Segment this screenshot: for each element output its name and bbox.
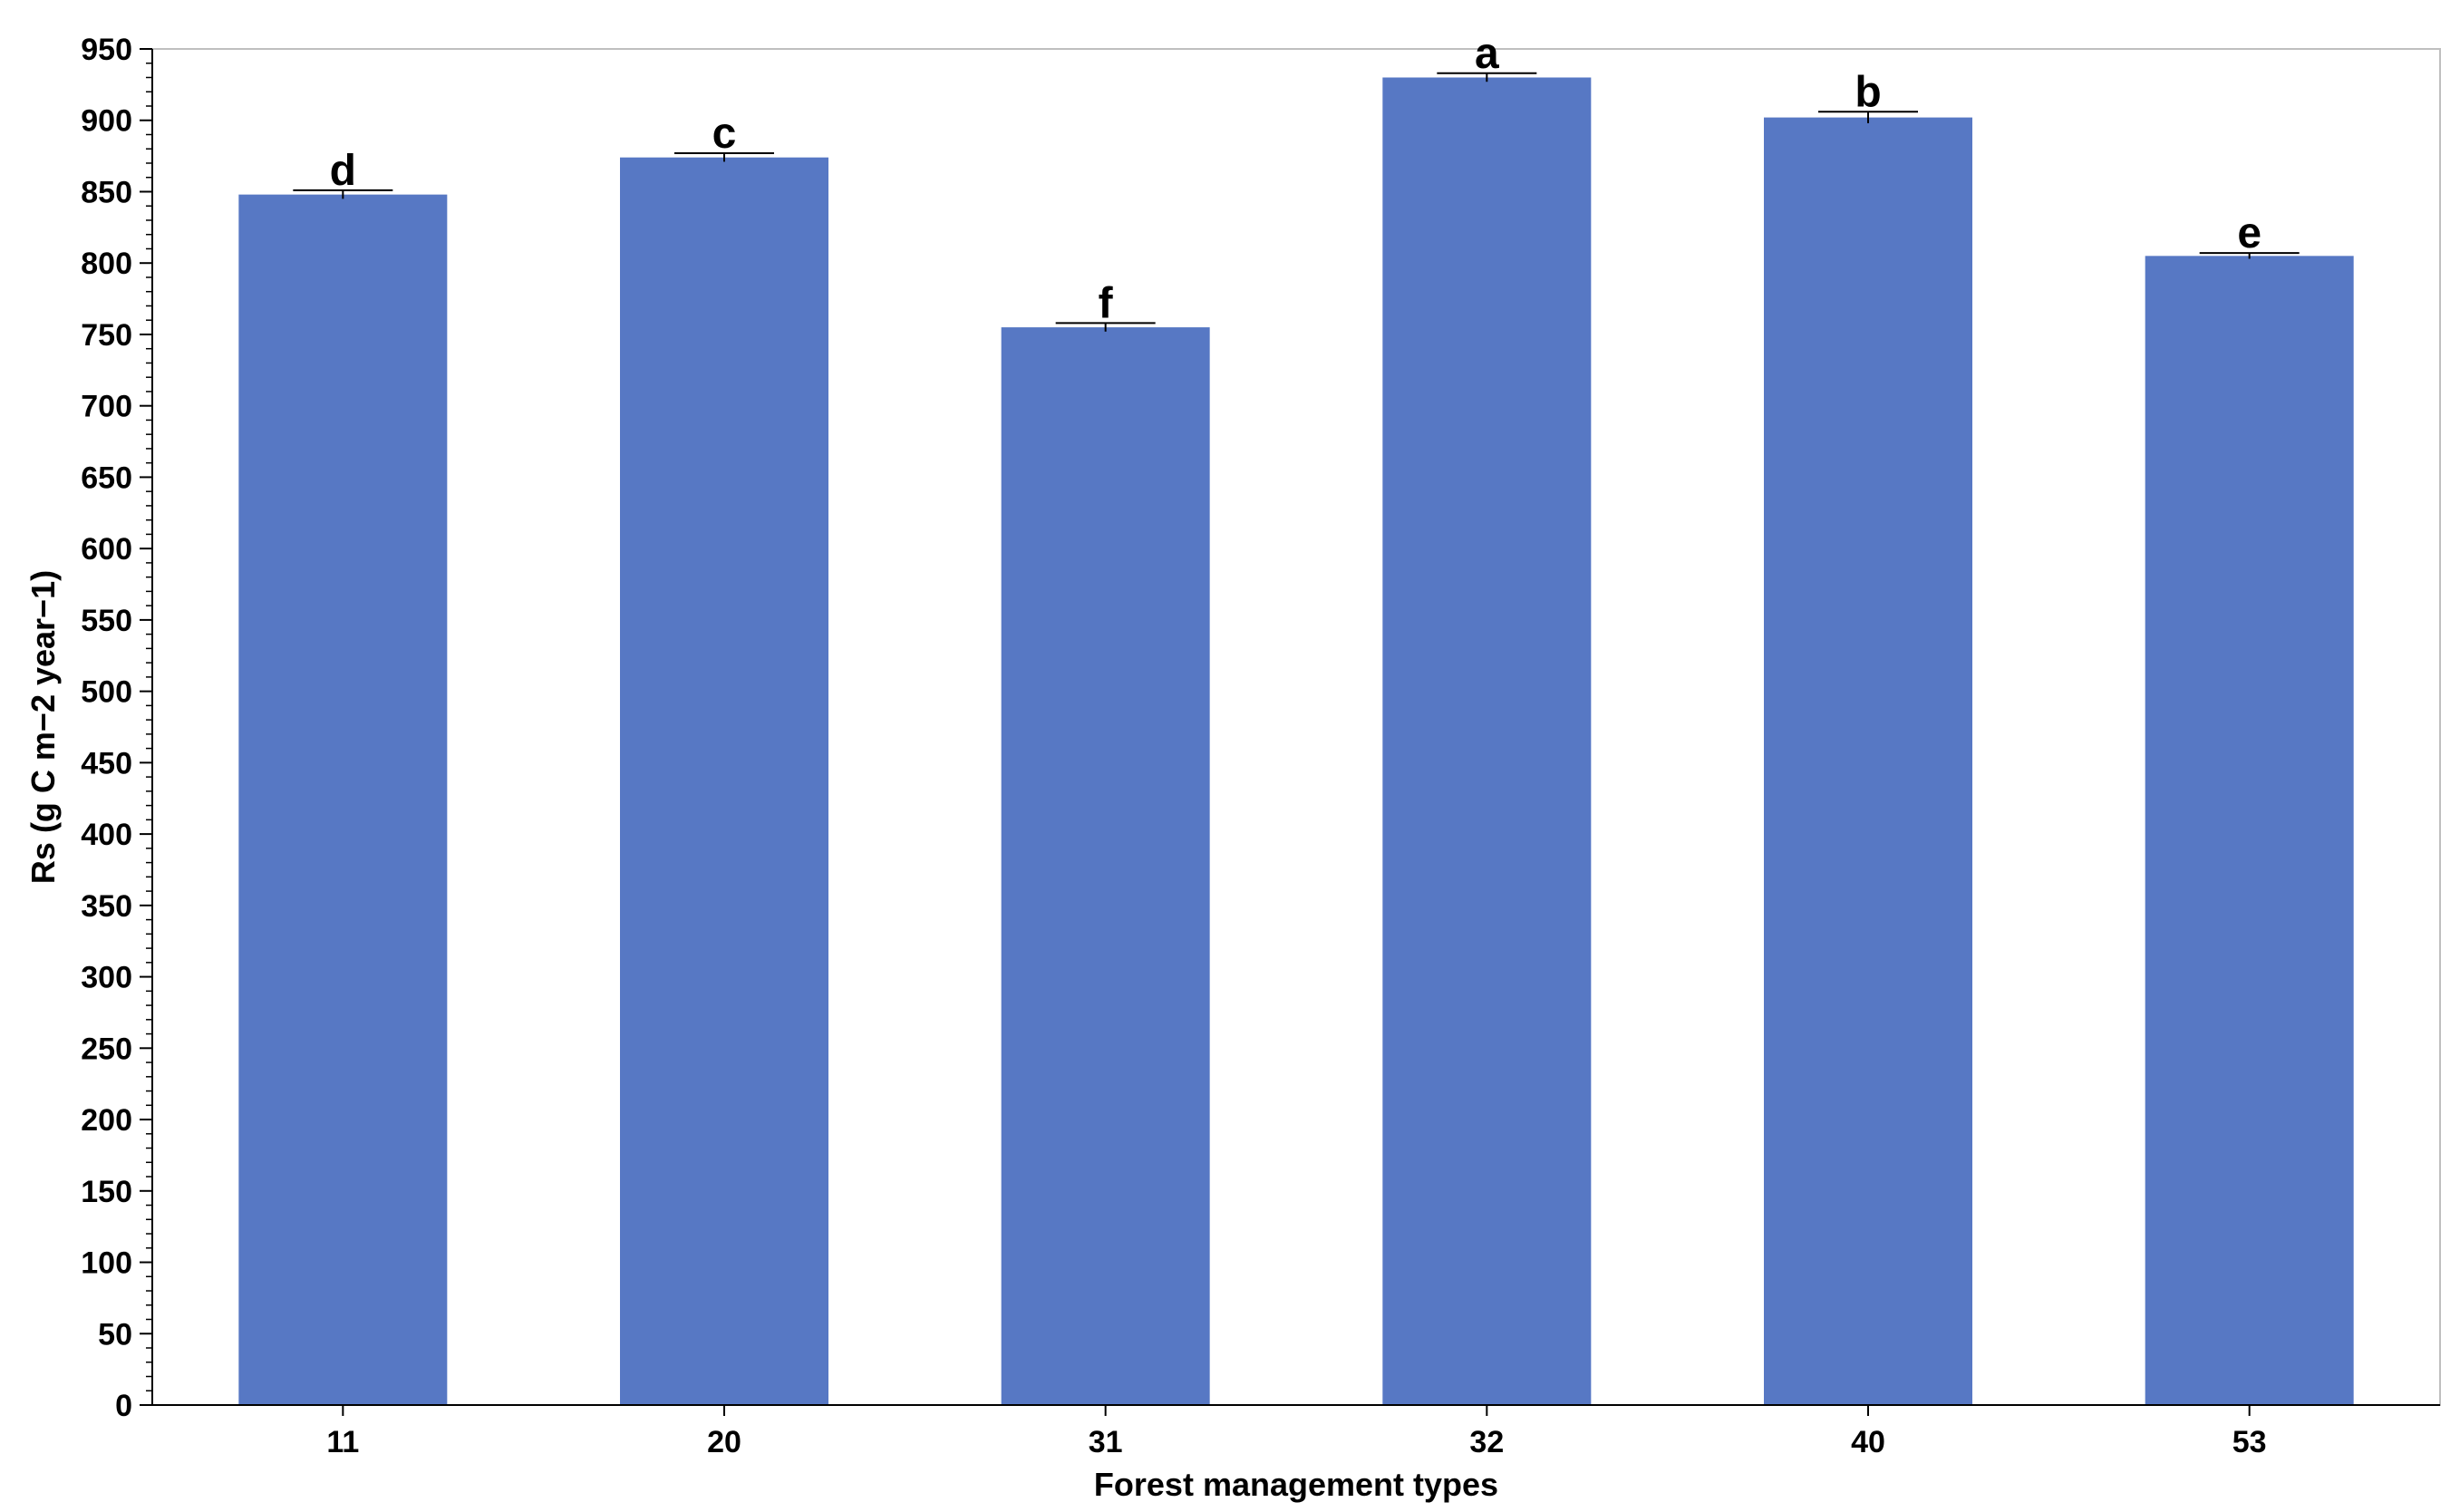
y-tick-label: 200	[81, 1103, 132, 1138]
y-tick-label: 300	[81, 961, 132, 995]
y-tick-label: 250	[81, 1032, 132, 1066]
y-tick-label: 450	[81, 746, 132, 780]
y-tick-label: 900	[81, 104, 132, 139]
y-tick-label: 850	[81, 175, 132, 209]
bars-layer: d c f a b e	[238, 30, 2354, 1406]
significance-letter-20: c	[712, 110, 737, 158]
bar-40	[1764, 117, 1972, 1405]
significance-letter-53: e	[2237, 209, 2261, 257]
significance-letter-31: f	[1099, 279, 1114, 327]
bar-53	[2145, 256, 2354, 1405]
y-tick-label: 0	[115, 1389, 132, 1423]
x-tick-label: 31	[1089, 1425, 1123, 1459]
x-axis-title: Forest management types	[1094, 1466, 1498, 1503]
y-tick-label: 700	[81, 390, 132, 424]
bar-31	[1001, 327, 1210, 1405]
y-tick-label: 550	[81, 604, 132, 638]
plot-frame	[151, 48, 2441, 1406]
bar-32	[1382, 77, 1592, 1405]
y-tick-label: 800	[81, 247, 132, 281]
y-tick-label: 350	[81, 889, 132, 924]
y-tick-label: 150	[81, 1175, 132, 1209]
x-tick-label: 20	[707, 1425, 741, 1459]
y-tick-label: 100	[81, 1246, 132, 1281]
y-tick-label: 500	[81, 675, 132, 710]
x-axis: 11 20 31 32 40 53	[152, 1404, 2440, 1459]
y-axis: 0 50 100 150 200 250 300 350 400 450 500 550 600 650 7…	[81, 33, 153, 1423]
y-tick-label: 750	[81, 318, 132, 353]
y-tick-label: 50	[98, 1317, 132, 1352]
y-tick-label: 600	[81, 532, 132, 567]
bar-20	[620, 157, 828, 1406]
y-tick-label: 950	[81, 33, 132, 67]
x-tick-label: 40	[1851, 1425, 1885, 1459]
y-axis-title: Rs (g C m−2 year−1)	[24, 570, 62, 884]
y-tick-label: 400	[81, 818, 132, 852]
significance-letter-40: b	[1855, 68, 1881, 116]
x-tick-label: 32	[1469, 1425, 1504, 1459]
significance-letter-11: d	[330, 147, 356, 195]
x-tick-label: 11	[326, 1425, 359, 1459]
x-tick-label: 53	[2232, 1425, 2267, 1459]
significance-letter-32: a	[1475, 30, 1499, 78]
y-tick-label: 650	[81, 460, 132, 495]
bar-11	[238, 194, 448, 1405]
